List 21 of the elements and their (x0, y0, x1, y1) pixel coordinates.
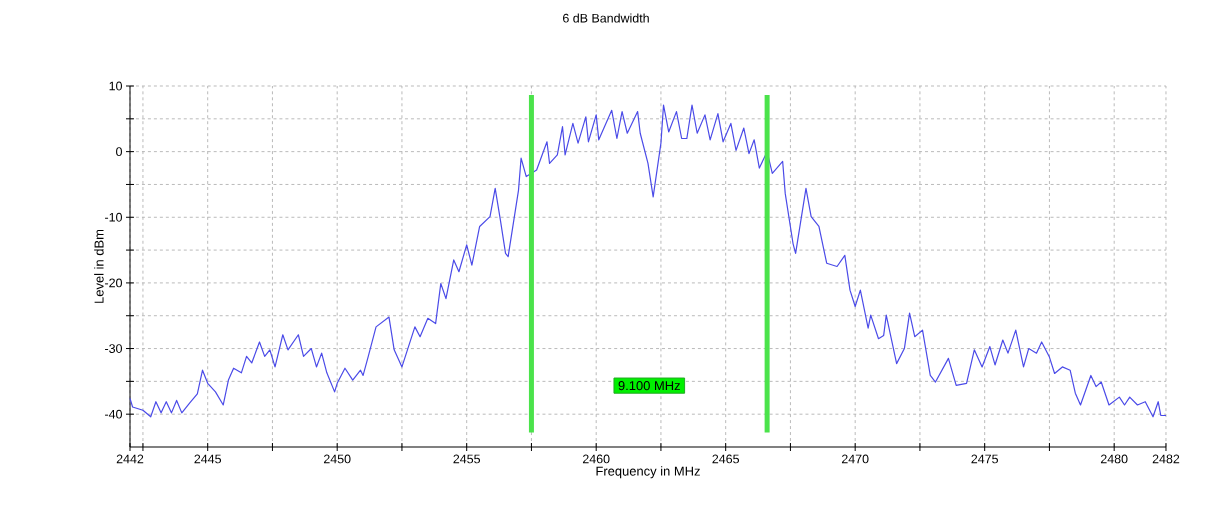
x-tick-label: 2482 (1152, 454, 1180, 464)
x-axis-title: Frequency in MHz (596, 466, 700, 479)
y-tick-label: -20 (105, 278, 122, 288)
x-tick-label: 2455 (453, 454, 481, 464)
y-tick-label: -10 (105, 212, 122, 222)
x-tick-label: 2442 (116, 454, 144, 464)
line-series (129, 104, 1167, 418)
x-tick-label: 2465 (712, 454, 740, 464)
y-tick-label: -30 (105, 344, 122, 353)
chart-title: 6 dB Bandwidth (563, 13, 649, 23)
x-tick-label: 2475 (971, 454, 998, 464)
y-tick-label: 10 (109, 81, 122, 91)
y-tick-label: 0 (116, 147, 122, 157)
y-axis-title: Level in dBm (94, 229, 104, 303)
x-tick-label: 2450 (323, 454, 351, 464)
x-tick-label: 2470 (841, 454, 869, 464)
x-tick-label: 2480 (1100, 454, 1128, 464)
annotation: 9.100 MHz (618, 381, 680, 391)
y-tick-label: -40 (105, 409, 122, 419)
x-tick-label: 2445 (194, 454, 222, 464)
x-tick-label: 2460 (582, 454, 610, 464)
